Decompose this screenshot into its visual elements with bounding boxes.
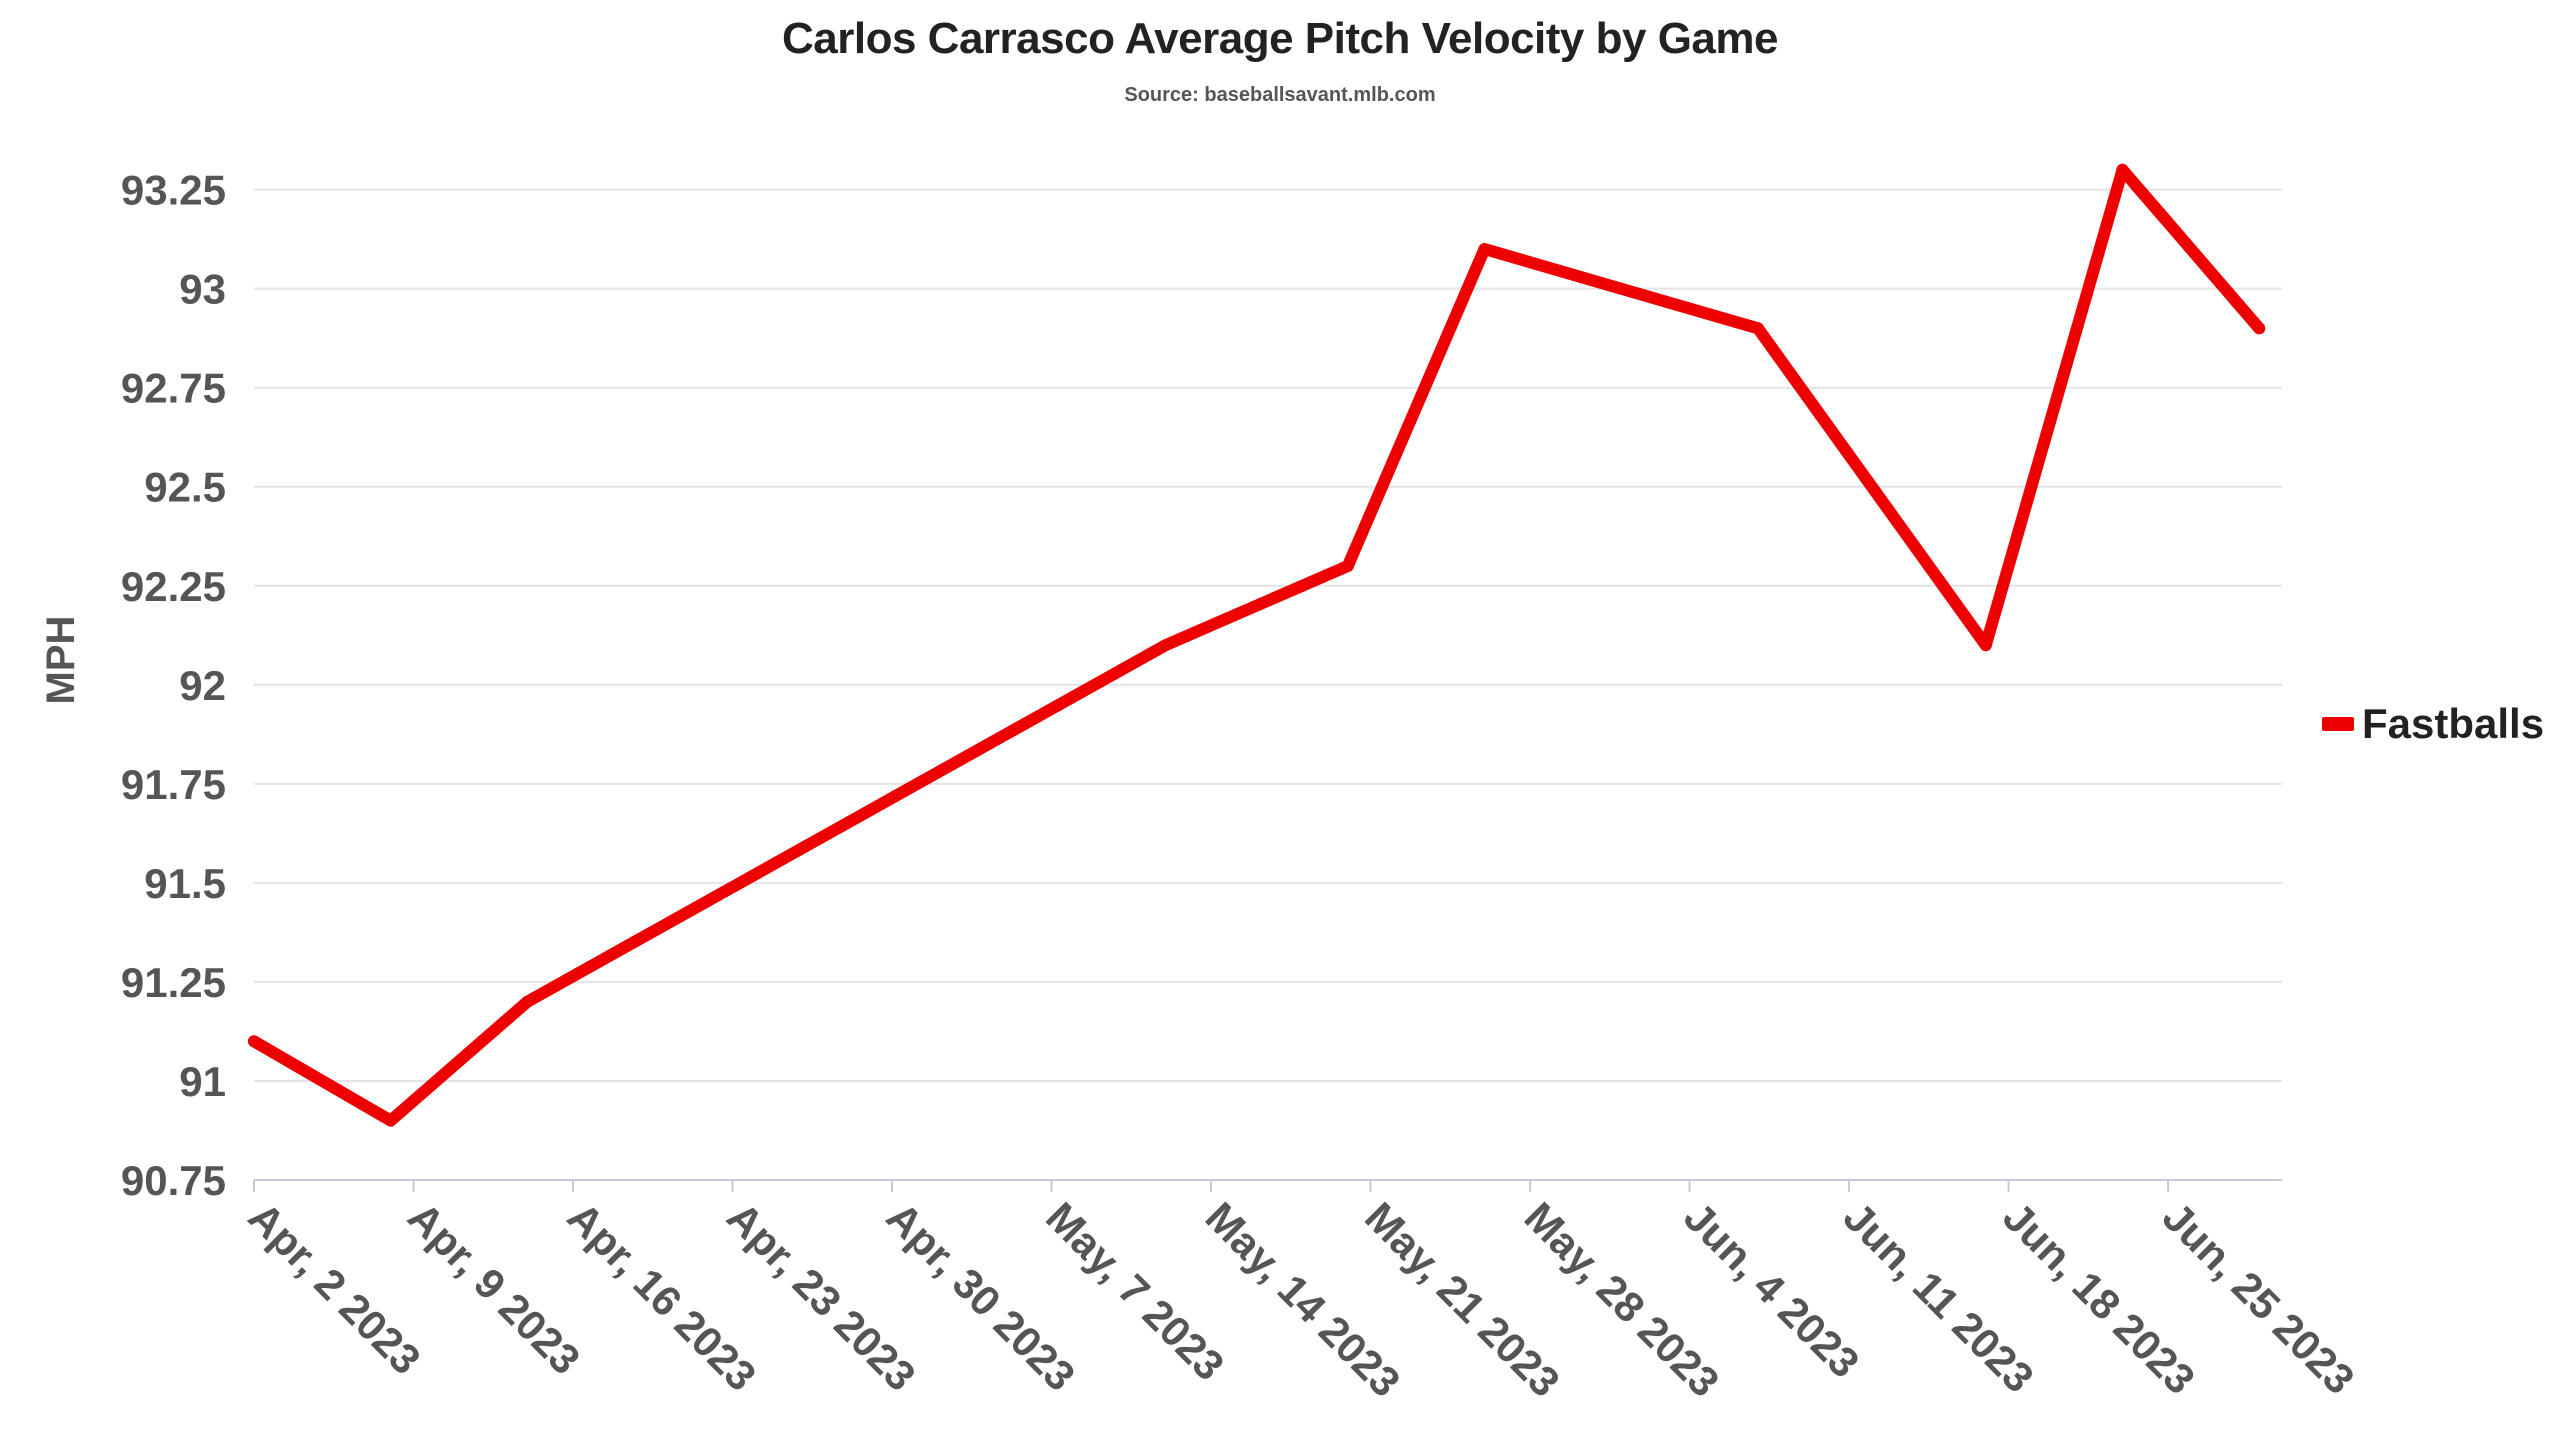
y-tick-label: 92.75	[121, 365, 226, 412]
x-tick-label: Apr, 9 2023	[399, 1193, 589, 1383]
y-axis-title: MPH	[39, 616, 83, 705]
data-point[interactable]	[1615, 282, 1628, 295]
data-point[interactable]	[1341, 560, 1354, 572]
legend[interactable]: Fastballs	[2322, 700, 2544, 747]
y-tick-label: 91	[179, 1058, 226, 1105]
y-tick-label: 90.75	[121, 1157, 226, 1204]
data-point[interactable]	[521, 995, 534, 1008]
tick-labels: 90.75 91 91.25 91.5 91.75 92 92.25 92.5 92.75 93 9…	[121, 167, 2364, 1406]
data-point[interactable]	[1159, 639, 1172, 652]
gridlines	[254, 188, 2282, 1082]
legend-label-fastballs: Fastballs	[2362, 700, 2544, 747]
y-tick-label: 93	[179, 266, 226, 313]
axes	[253, 1179, 2282, 1192]
y-tick-label: 92.25	[121, 563, 226, 610]
data-point[interactable]	[2253, 322, 2266, 335]
chart-title: Carlos Carrasco Average Pitch Velocity b…	[782, 14, 1778, 63]
y-tick-label: 92.5	[144, 464, 226, 511]
y-tick-label: 92	[179, 662, 226, 709]
y-tick-label: 93.25	[121, 167, 226, 214]
data-point[interactable]	[248, 1035, 260, 1048]
chart-subtitle: Source: baseballsavant.mlb.com	[1124, 84, 1436, 106]
series-line-fastballs[interactable]	[248, 163, 2266, 1127]
data-point[interactable]	[2116, 163, 2129, 176]
y-tick-label: 91.5	[144, 860, 226, 907]
data-point[interactable]	[1979, 639, 1992, 652]
data-point[interactable]	[384, 1114, 397, 1127]
data-point[interactable]	[1751, 322, 1764, 335]
y-tick-label: 91.75	[121, 761, 226, 808]
data-point[interactable]	[1478, 243, 1491, 255]
x-tick-label: Apr, 2 2023	[240, 1193, 430, 1383]
series-layer	[248, 163, 2266, 1127]
legend-swatch-fastballs	[2322, 717, 2354, 731]
y-tick-label: 91.25	[121, 959, 226, 1006]
